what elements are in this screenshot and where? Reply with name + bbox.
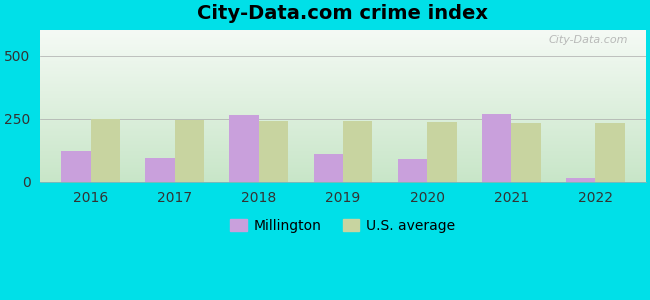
Bar — [595, 123, 625, 182]
Bar — [427, 122, 456, 182]
Bar — [482, 114, 512, 182]
Bar — [175, 120, 204, 182]
Bar — [90, 119, 120, 182]
Bar — [229, 115, 259, 182]
Bar — [343, 121, 372, 182]
Title: City-Data.com crime index: City-Data.com crime index — [198, 4, 489, 23]
Bar — [61, 152, 90, 182]
Legend: Millington, U.S. average: Millington, U.S. average — [225, 213, 461, 238]
Text: City-Data.com: City-Data.com — [548, 35, 628, 45]
Bar — [259, 121, 289, 182]
Bar — [566, 178, 595, 182]
Bar — [512, 123, 541, 182]
Bar — [146, 158, 175, 182]
Bar — [398, 159, 427, 182]
Bar — [313, 154, 343, 182]
